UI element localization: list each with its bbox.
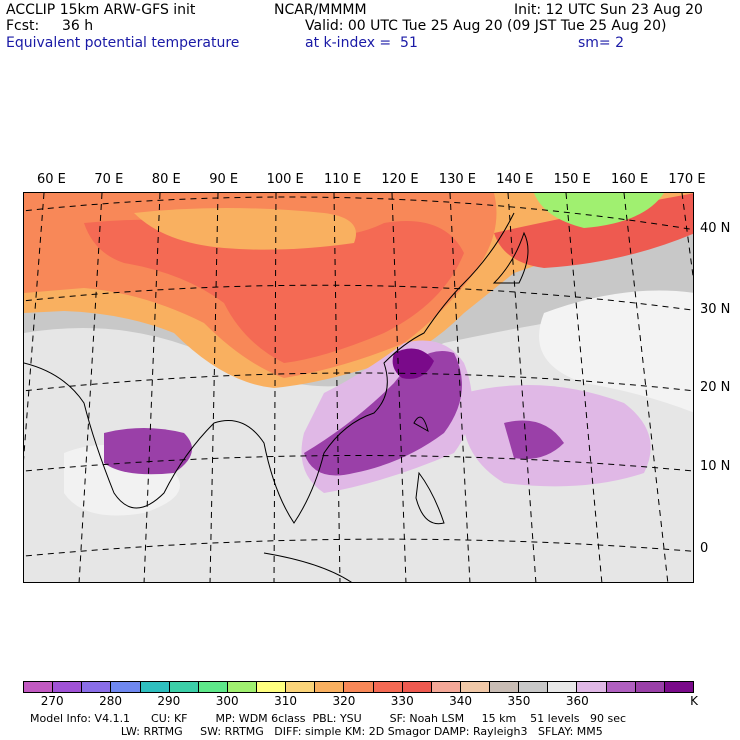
colorbar-tick-label: 310: [274, 694, 298, 708]
longitude-label: 100 E: [266, 172, 304, 187]
colorbar-cell: [140, 682, 170, 692]
colorbar-cell: [227, 682, 257, 692]
colorbar-cell: [169, 682, 199, 692]
colorbar-cell: [635, 682, 665, 692]
latitude-label: 40 N: [700, 221, 731, 236]
south-china-sea-moist-core: [304, 351, 462, 476]
colorbar-tick-label: 330: [390, 694, 414, 708]
map-panel: [23, 192, 694, 583]
longitude-label: 130 E: [438, 172, 476, 187]
pacific-moist-core: [504, 420, 564, 459]
longitude-label: 170 E: [668, 172, 706, 187]
longitude-label: 60 E: [37, 172, 66, 187]
model-title: ACCLIP 15km ARW-GFS init: [6, 2, 196, 18]
latitude-label: 10 N: [700, 459, 731, 474]
forecast-label: Fcst:: [6, 18, 40, 34]
colorbar-tick-label: 270: [40, 694, 64, 708]
colorbar-cell: [373, 682, 403, 692]
north-pacific-field: [539, 290, 693, 413]
colorbar-tick-label: 280: [99, 694, 122, 708]
colorbar-cell: [257, 682, 287, 692]
longitude-label: 80 E: [151, 172, 181, 187]
colorbar-cell: [577, 682, 607, 692]
init-time: Init: 12 UTC Sun 23 Aug 20: [514, 2, 703, 18]
smoothing-info: sm= 2: [578, 35, 625, 51]
valid-time: Valid: 00 UTC Tue 25 Aug 20 (09 JST Tue …: [305, 18, 667, 34]
cool-northeast-field: [534, 193, 664, 228]
typhoon-core: [392, 348, 434, 379]
colorbar-tick-label: 350: [507, 694, 531, 708]
longitude-label: 110 E: [324, 172, 362, 187]
colorbar-cell: [431, 682, 461, 692]
colorbar-cell: [519, 682, 549, 692]
colorbar-tick-label: 300: [215, 694, 239, 708]
colorbar-cell: [82, 682, 112, 692]
colorbar-cell: [198, 682, 228, 692]
coastlines: [24, 212, 529, 582]
forecast-hours: 36 h: [62, 18, 94, 34]
colorbar-cell: [53, 682, 83, 692]
organization-label: NCAR/MMMM: [274, 2, 367, 18]
latitude-label: 0: [700, 541, 709, 556]
colorbar-cell: [315, 682, 345, 692]
level-info: at k-index = 51: [305, 35, 418, 51]
colorbar-cell: [24, 682, 54, 692]
colorbar-cell: [548, 682, 578, 692]
longitude-label: 140 E: [496, 172, 534, 187]
longitude-label: 160 E: [611, 172, 649, 187]
colorbar-cell: [460, 682, 490, 692]
colorbar-cell: [286, 682, 316, 692]
field-name: Equivalent potential temperature: [6, 35, 240, 51]
colorbar-cell: [402, 682, 432, 692]
colorbar-tick-label: 360: [565, 694, 589, 708]
colorbar: [23, 681, 694, 693]
longitude-label: 150 E: [553, 172, 591, 187]
model-info-line1: Model Info: V4.1.1 CU: KF MP: WDM 6class…: [30, 712, 627, 725]
colorbar-cell: [664, 682, 693, 692]
longitude-label: 90 E: [209, 172, 239, 187]
longitude-label: 120 E: [381, 172, 419, 187]
plateau-field: [134, 208, 356, 250]
colorbar-unit: K: [690, 694, 698, 708]
warm-band-core: [84, 219, 464, 363]
map-canvas: [24, 193, 693, 582]
model-info-line2: LW: RRTMG SW: RRTMG DIFF: simple KM: 2D …: [30, 725, 603, 738]
colorbar-cell: [344, 682, 374, 692]
colorbar-tick-label: 290: [157, 694, 181, 708]
colorbar-cell: [606, 682, 636, 692]
latitude-label: 20 N: [700, 380, 731, 395]
graticule: [24, 193, 693, 582]
latitude-label: 30 N: [700, 302, 731, 317]
colorbar-tick-label: 340: [449, 694, 473, 708]
colorbar-cell: [111, 682, 141, 692]
longitude-label: 70 E: [94, 172, 124, 187]
colorbar-cell: [490, 682, 520, 692]
colorbar-tick-label: 320: [332, 694, 356, 708]
